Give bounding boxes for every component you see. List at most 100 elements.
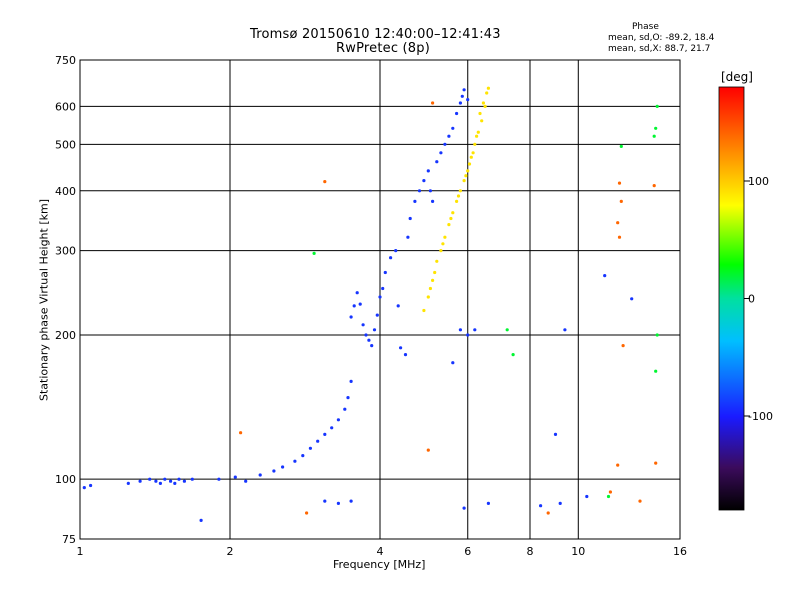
data-point: [619, 144, 623, 148]
data-point: [293, 459, 297, 463]
data-point: [177, 477, 181, 481]
data-point: [399, 346, 403, 350]
x-axis-label: Frequency [MHz]: [333, 558, 426, 571]
data-point: [89, 483, 93, 488]
y-tick-label: 100: [55, 473, 76, 486]
data-point: [603, 274, 607, 278]
data-point: [553, 432, 558, 436]
data-point: [546, 511, 550, 515]
data-point: [462, 506, 466, 510]
data-point: [654, 461, 658, 465]
data-point: [217, 477, 221, 481]
data-point: [486, 501, 490, 505]
y-tick-label: 400: [55, 185, 76, 198]
data-point: [126, 481, 130, 485]
colorbar-ticks: 100 0 -100: [744, 175, 773, 423]
data-point: [617, 235, 622, 239]
x-ticks: 1 2 4 6 8 10 16: [77, 545, 688, 558]
data-point: [336, 501, 340, 505]
colorbar-tick-label: 0: [748, 293, 755, 306]
phase-stats-o: mean, sd,O: -89.2, 18.4: [608, 33, 715, 43]
data-point: [428, 189, 432, 193]
data-point: [352, 304, 356, 308]
data-point: [486, 86, 490, 90]
data-point: [367, 338, 371, 342]
y-tick-label: 600: [55, 100, 76, 113]
y-tick-label: 75: [62, 533, 76, 546]
data-points: [82, 86, 659, 523]
data-point: [343, 407, 347, 411]
data-point: [616, 463, 620, 467]
data-point: [389, 256, 393, 260]
data-point: [539, 504, 543, 508]
data-point: [431, 101, 435, 105]
colorbar-tick-label: -100: [748, 410, 773, 423]
data-point: [323, 432, 327, 436]
data-point: [173, 481, 177, 485]
data-point: [316, 439, 320, 443]
data-point: [426, 169, 430, 173]
data-point: [394, 249, 398, 253]
data-point: [349, 379, 353, 383]
data-point: [475, 134, 479, 138]
data-point: [272, 469, 276, 473]
x-tick-label: 16: [673, 545, 687, 558]
x-tick-label: 2: [227, 545, 234, 558]
data-point: [458, 101, 462, 105]
data-point: [355, 291, 359, 295]
x-tick-label: 10: [571, 545, 585, 558]
data-point: [616, 221, 620, 225]
data-point: [258, 473, 262, 477]
data-point: [403, 353, 408, 357]
data-point: [654, 369, 658, 373]
data-point: [652, 134, 656, 138]
data-point: [138, 479, 142, 483]
phase-heading: Phase: [632, 22, 659, 32]
data-point: [381, 286, 385, 291]
data-point: [455, 111, 459, 116]
data-point: [467, 162, 472, 166]
data-point: [447, 223, 451, 227]
data-point: [323, 180, 327, 184]
data-point: [617, 181, 622, 185]
phase-stats-x: mean, sd,X: 88.7, 21.7: [608, 44, 711, 54]
data-point: [154, 479, 158, 483]
data-point: [428, 286, 432, 291]
y-tick-label: 200: [55, 329, 76, 342]
data-point: [244, 479, 248, 483]
data-point: [148, 477, 152, 481]
data-point: [431, 278, 435, 282]
y-tick-label: 300: [55, 245, 76, 258]
data-point: [473, 328, 477, 332]
data-point: [433, 270, 437, 275]
data-point: [449, 216, 453, 221]
grid: [80, 60, 680, 539]
data-point: [654, 126, 658, 130]
data-point: [422, 308, 426, 313]
x-tick-label: 8: [527, 545, 534, 558]
y-ticks: 75 100 200 300 400 500 600 750: [55, 54, 76, 546]
plot-frame: [79, 59, 681, 540]
data-point: [619, 199, 623, 203]
data-point: [473, 142, 477, 146]
data-point: [233, 475, 237, 479]
data-point: [466, 98, 470, 102]
data-point: [323, 499, 327, 503]
data-point: [476, 130, 480, 134]
data-point: [408, 216, 412, 221]
data-point: [431, 199, 435, 203]
data-point: [558, 501, 562, 505]
data-point: [458, 189, 462, 193]
data-point: [630, 297, 634, 301]
data-point: [451, 126, 455, 130]
data-point: [652, 184, 656, 188]
data-point: [435, 259, 439, 263]
data-point: [82, 486, 86, 490]
data-point: [466, 169, 470, 173]
data-point: [435, 160, 439, 164]
data-point: [349, 499, 353, 503]
data-point: [364, 333, 368, 337]
data-point: [443, 235, 447, 239]
